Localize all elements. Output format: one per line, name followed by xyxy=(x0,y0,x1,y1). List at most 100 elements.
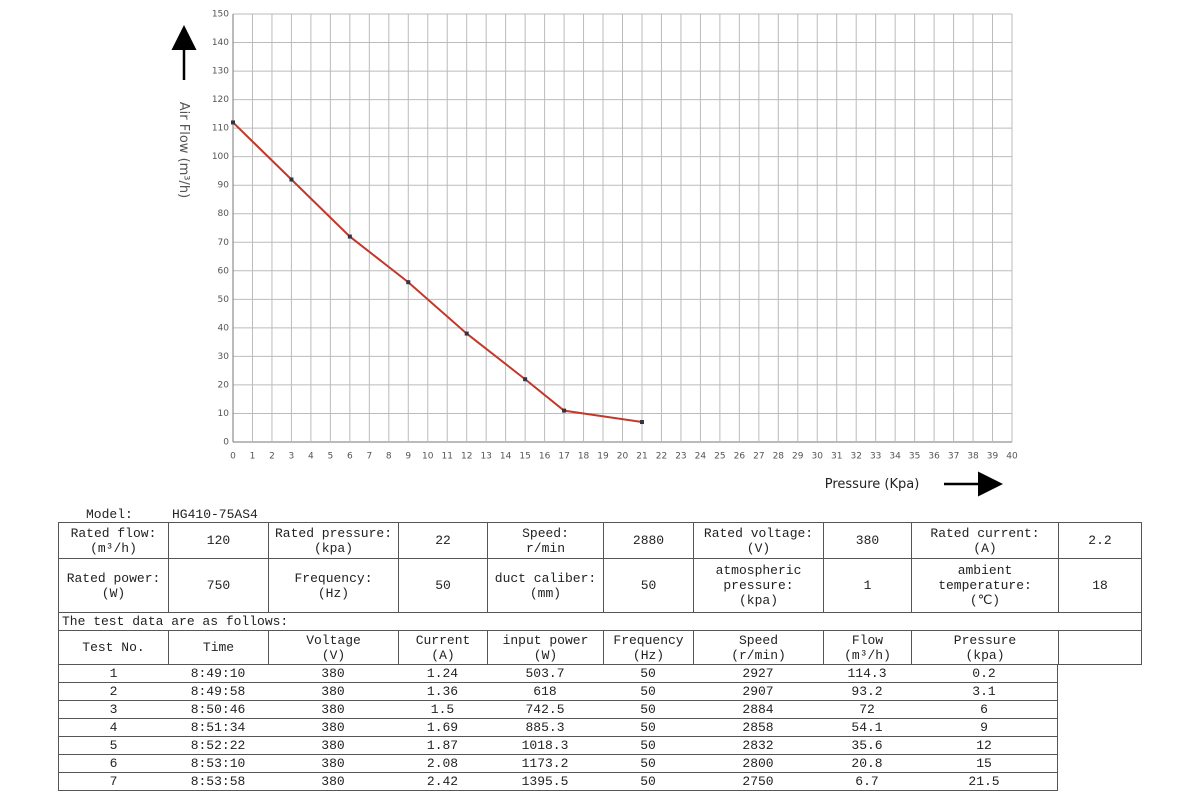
x-tick-label: 33 xyxy=(870,452,881,462)
x-tick-label: 28 xyxy=(773,452,785,462)
y-tick-label: 0 xyxy=(223,438,229,448)
table-cell: 35.6 xyxy=(823,737,911,755)
table-cell: 380 xyxy=(268,665,398,683)
table-cell: 2 xyxy=(58,683,168,701)
table-cell: Frequency (Hz) xyxy=(603,630,693,665)
chart: Air Flow (m³/h) Pressure (Kpa) 010203040… xyxy=(171,10,1018,497)
x-tick-label: 26 xyxy=(734,452,746,462)
x-tick-label: 18 xyxy=(578,452,590,462)
table-cell: 1.69 xyxy=(398,719,487,737)
table-cell: Rated pressure: (kpa) xyxy=(268,522,398,558)
table-cell: Frequency: (Hz) xyxy=(268,558,398,612)
x-tick-label: 32 xyxy=(850,452,861,462)
data-point xyxy=(523,377,528,382)
table-cell: Rated voltage: (V) xyxy=(693,522,823,558)
x-axis-label: Pressure (Kpa) xyxy=(825,477,920,492)
table-cell: The test data are as follows: xyxy=(58,612,1142,630)
table-cell: 2.08 xyxy=(398,755,487,773)
x-tick-label: 11 xyxy=(441,452,452,462)
data-point xyxy=(562,408,567,413)
data-point xyxy=(406,280,411,285)
table-cell: 50 xyxy=(603,558,693,612)
table-cell: 2.2 xyxy=(1058,522,1142,558)
table-cell: 72 xyxy=(823,701,911,719)
label: HG410-75AS4 xyxy=(172,507,258,522)
x-tick-label: 30 xyxy=(812,452,824,462)
table-cell: 6.7 xyxy=(823,773,911,791)
y-tick-label: 80 xyxy=(218,209,230,219)
x-tick-label: 14 xyxy=(500,452,512,462)
table-cell: 50 xyxy=(603,755,693,773)
table-cell: Speed: r/min xyxy=(487,522,603,558)
data-point xyxy=(347,234,352,239)
table-cell: 2858 xyxy=(693,719,823,737)
x-tick-label: 25 xyxy=(714,452,725,462)
table-cell: 8:53:10 xyxy=(168,755,268,773)
x-tick-label: 12 xyxy=(461,452,472,462)
table-cell: 50 xyxy=(603,737,693,755)
table-border xyxy=(1058,630,1142,665)
table-cell: 6 xyxy=(58,755,168,773)
table-cell: 2884 xyxy=(693,701,823,719)
y-tick-label: 60 xyxy=(218,266,230,276)
y-tick-label: 130 xyxy=(212,67,229,77)
y-tick-label: 10 xyxy=(218,409,230,419)
x-tick-label: 21 xyxy=(636,452,647,462)
x-tick-label: 9 xyxy=(405,452,411,462)
y-tick-label: 100 xyxy=(212,152,229,162)
x-tick-label: 20 xyxy=(617,452,629,462)
x-tick-label: 3 xyxy=(289,452,295,462)
y-axis-label: Air Flow (m³/h) xyxy=(176,102,191,198)
y-tick-label: 110 xyxy=(212,124,229,134)
data-point xyxy=(639,420,644,425)
table-cell: 8:52:22 xyxy=(168,737,268,755)
x-tick-label: 27 xyxy=(753,452,764,462)
table-cell: Rated current: (A) xyxy=(911,522,1058,558)
table-cell: 9 xyxy=(911,719,1058,737)
table-cell: 742.5 xyxy=(487,701,603,719)
table-cell: 1018.3 xyxy=(487,737,603,755)
table-cell: 3 xyxy=(58,701,168,719)
x-tick-label: 13 xyxy=(480,452,491,462)
table-cell: 1173.2 xyxy=(487,755,603,773)
data-line xyxy=(232,121,643,424)
x-tick-label: 5 xyxy=(328,452,334,462)
x-tick-label: 29 xyxy=(792,452,804,462)
table-cell: 2880 xyxy=(603,522,693,558)
table-cell: 0.2 xyxy=(911,665,1058,683)
data-point xyxy=(289,177,294,182)
x-tick-label: 36 xyxy=(928,452,940,462)
x-tick-label: 6 xyxy=(347,452,353,462)
table-cell: 750 xyxy=(168,558,268,612)
x-tick-label: 2 xyxy=(269,452,275,462)
table-cell: 50 xyxy=(603,719,693,737)
x-tick-label: 37 xyxy=(948,452,959,462)
x-tick-label: 1 xyxy=(250,452,256,462)
x-tick-label: 23 xyxy=(675,452,686,462)
table-cell: 2832 xyxy=(693,737,823,755)
table-cell: 1395.5 xyxy=(487,773,603,791)
table-cell: 18 xyxy=(1058,558,1142,612)
x-tick-label: 35 xyxy=(909,452,920,462)
table-cell: Time xyxy=(168,630,268,665)
y-tick-label: 150 xyxy=(212,10,229,20)
table-cell: 380 xyxy=(268,719,398,737)
table-cell: 114.3 xyxy=(823,665,911,683)
x-tick-label: 24 xyxy=(695,452,707,462)
x-tick-label: 8 xyxy=(386,452,392,462)
table-cell: 50 xyxy=(603,773,693,791)
x-tick-label: 39 xyxy=(987,452,999,462)
table-cell: Test No. xyxy=(58,630,168,665)
table-cell: 8:49:58 xyxy=(168,683,268,701)
y-tick-label: 120 xyxy=(212,95,229,105)
label: Model: xyxy=(86,507,133,522)
table-cell: 15 xyxy=(911,755,1058,773)
table-cell: 8:50:46 xyxy=(168,701,268,719)
table-cell: ambient temperature: (℃) xyxy=(911,558,1058,612)
table-cell: Rated power: (W) xyxy=(58,558,168,612)
table-cell: 1.24 xyxy=(398,665,487,683)
y-tick-label: 90 xyxy=(218,181,230,191)
table-cell: 4 xyxy=(58,719,168,737)
table-cell: 380 xyxy=(823,522,911,558)
